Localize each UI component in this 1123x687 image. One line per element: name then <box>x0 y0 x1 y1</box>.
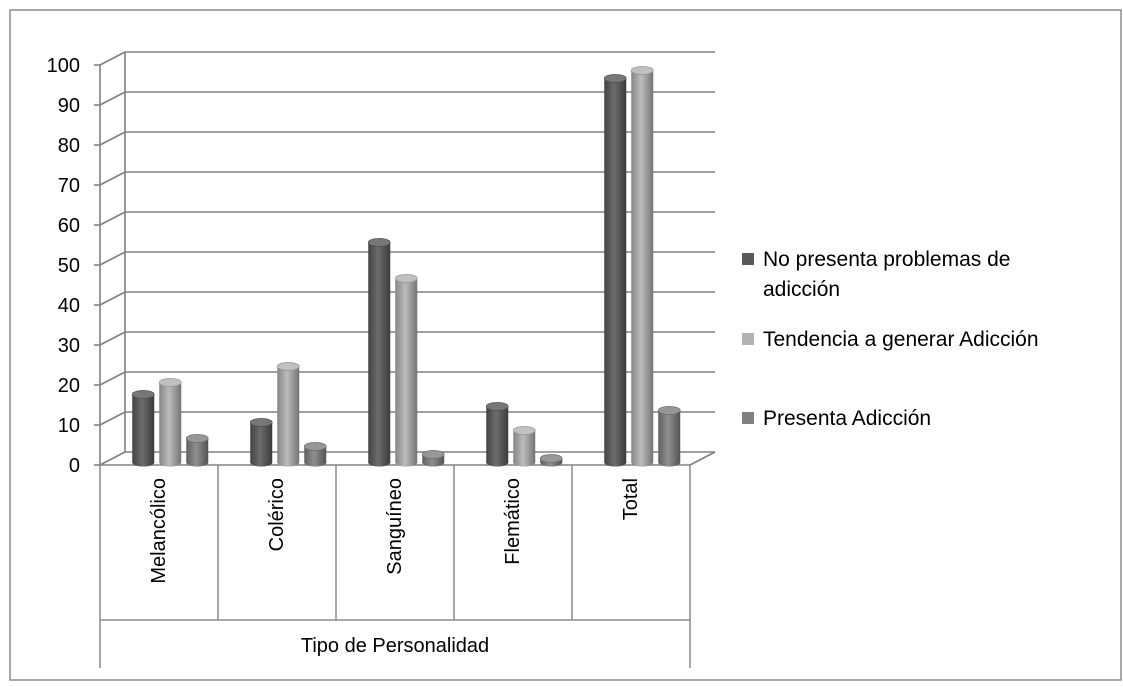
legend-item: Tendencia a generar Adicción <box>742 328 1039 351</box>
gridline-side <box>99 371 126 386</box>
bar <box>185 434 209 467</box>
bar <box>630 66 654 467</box>
bar <box>512 426 536 467</box>
gridline-side <box>99 171 126 186</box>
y-tick-label: 30 <box>58 335 80 357</box>
legend-label: No presenta problemas de adicción <box>763 248 1010 301</box>
x-category-labels: Melancólico Colérico Sanguíneo Flemático Tot… <box>148 478 642 584</box>
bar <box>249 418 273 467</box>
gridline-side <box>99 251 126 266</box>
bar <box>657 406 681 467</box>
legend-label: Tendencia a generar Adicción <box>763 328 1039 351</box>
bar <box>303 442 327 467</box>
bar <box>131 390 155 467</box>
y-tick-label: 70 <box>58 175 80 197</box>
gridline-side <box>99 211 126 226</box>
bar <box>539 454 563 467</box>
gridline-side <box>99 51 126 66</box>
y-tick-label: 60 <box>58 215 80 237</box>
gridline-side <box>99 291 126 306</box>
y-tick-label: 0 <box>69 455 80 477</box>
floor-right-edge <box>689 451 716 466</box>
bars <box>131 66 681 467</box>
y-tick-label: 40 <box>58 295 80 317</box>
y-tick-label: 100 <box>47 55 80 77</box>
x-axis-title: Tipo de Personalidad <box>301 635 489 657</box>
gridline-side <box>99 451 126 466</box>
y-tick-label: 90 <box>58 95 80 117</box>
bar <box>421 450 445 467</box>
x-category-label: Flemático <box>502 478 524 565</box>
y-tick-label: 10 <box>58 415 80 437</box>
bar <box>394 274 418 467</box>
legend-item: Presenta Adicción <box>742 407 931 430</box>
gridline-side <box>99 91 126 106</box>
x-category-label: Melancólico <box>148 478 170 584</box>
y-tick-label: 80 <box>58 135 80 157</box>
bar <box>158 378 182 467</box>
gridline-side <box>99 131 126 146</box>
gridline-side <box>99 331 126 346</box>
bar <box>367 238 391 467</box>
chart-border <box>9 9 1122 681</box>
legend-swatch <box>742 333 754 345</box>
legend: No presenta problemas de adicción Tendenci… <box>742 248 1039 430</box>
legend-swatch <box>742 412 754 424</box>
bar <box>603 74 627 467</box>
legend-item: No presenta problemas de adicción <box>742 248 1010 301</box>
x-category-label: Colérico <box>266 478 288 551</box>
legend-swatch <box>742 253 754 265</box>
y-tick-label: 50 <box>58 255 80 277</box>
y-tick-labels: 0 10 20 30 40 50 60 70 80 90 100 <box>47 55 80 477</box>
y-tick-label: 20 <box>58 375 80 397</box>
x-category-label: Total <box>620 478 642 520</box>
bar <box>276 362 300 467</box>
legend-label: Presenta Adicción <box>763 407 931 430</box>
x-category-label: Sanguíneo <box>384 478 406 575</box>
gridline-side <box>99 411 126 426</box>
bar <box>485 402 509 467</box>
